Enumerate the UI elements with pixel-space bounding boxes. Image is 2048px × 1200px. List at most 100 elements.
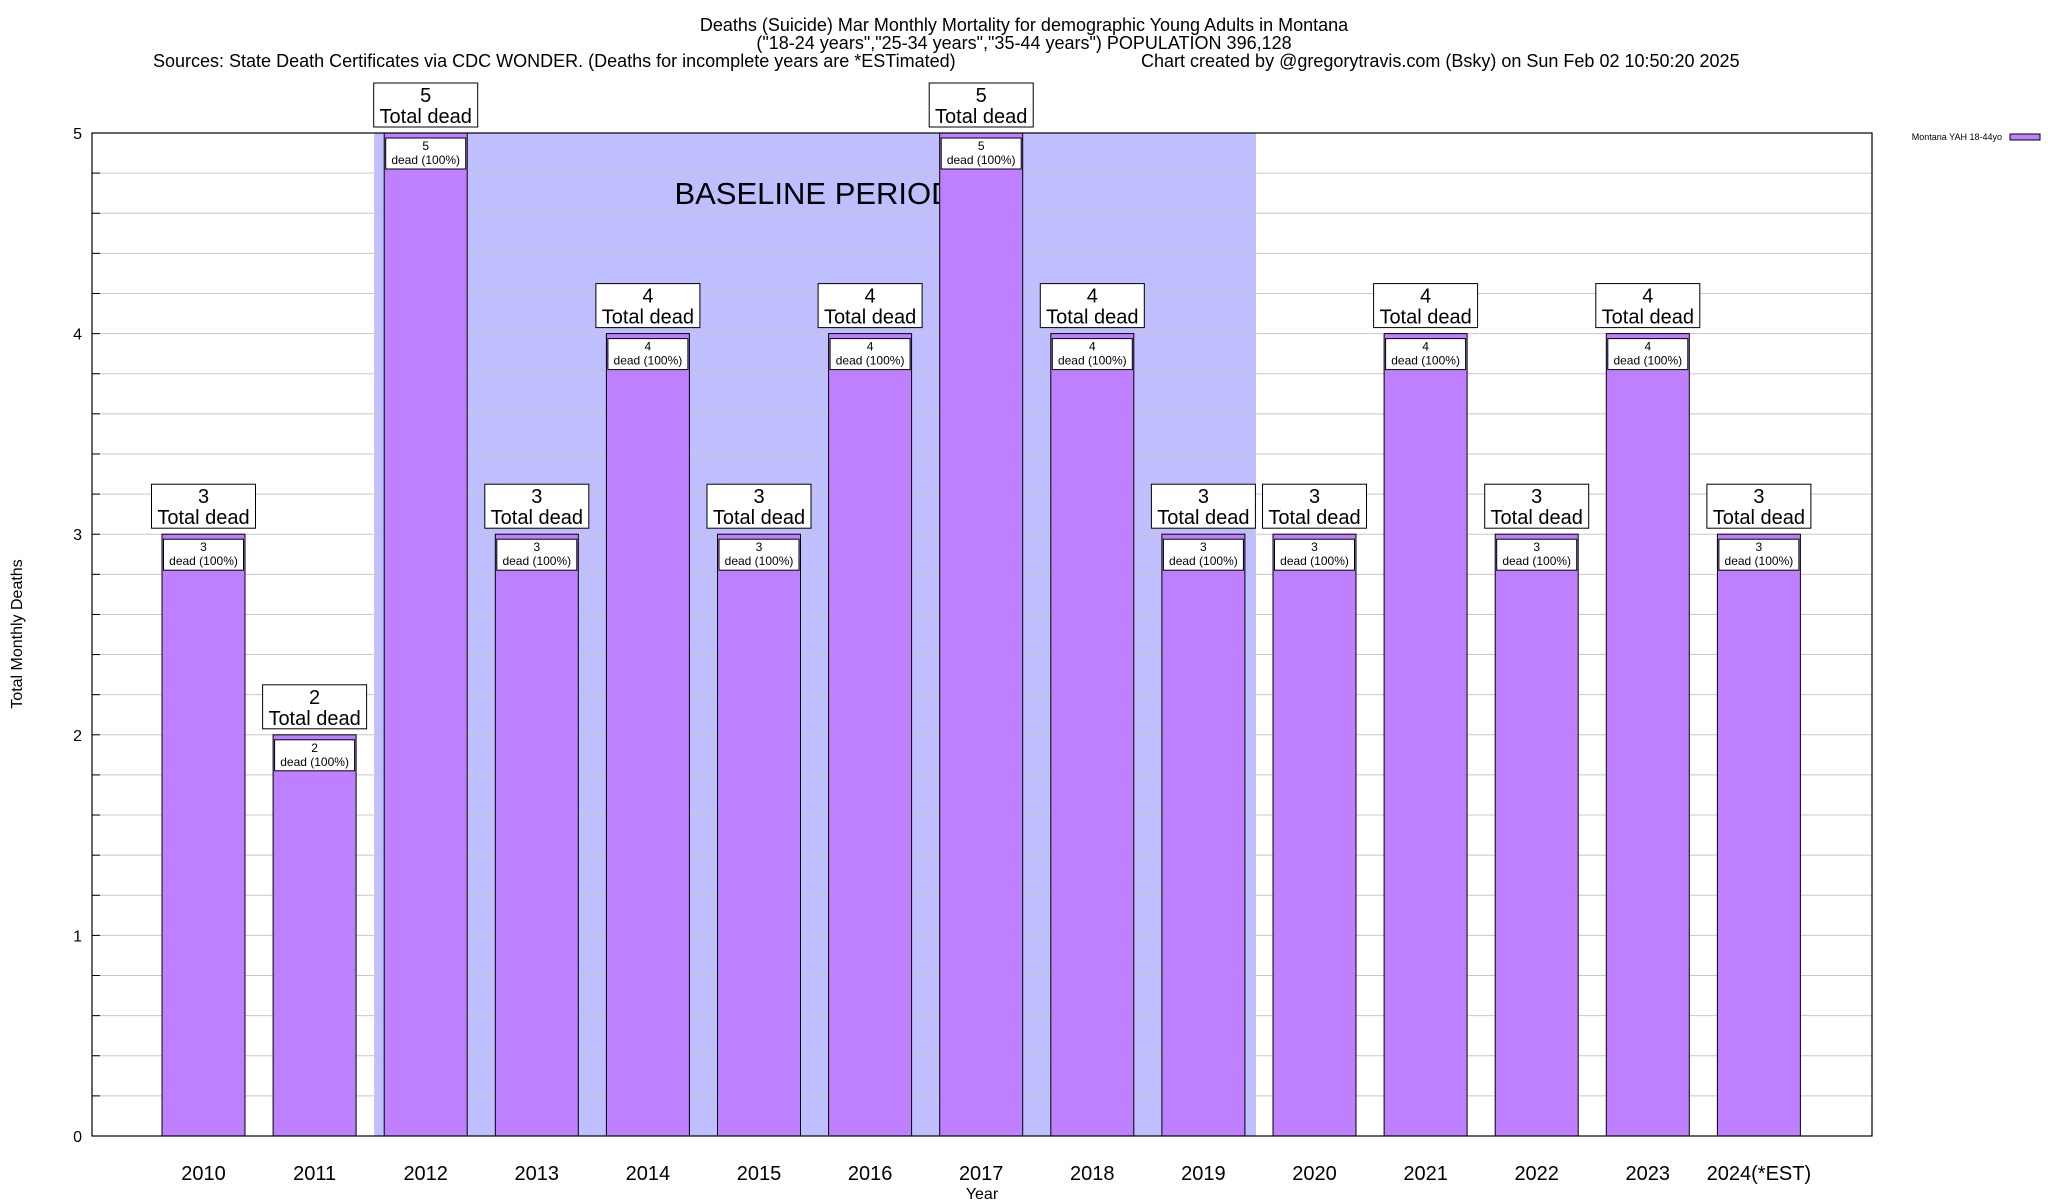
inner-label-count: 4 (867, 340, 874, 354)
inner-label-text: dead (100%) (169, 554, 238, 568)
inner-label-count: 3 (533, 540, 540, 554)
total-label-count: 3 (1531, 486, 1542, 508)
total-label-box (595, 283, 701, 329)
inner-label-text: dead (100%) (1169, 554, 1238, 568)
bar-2020 (1272, 533, 1357, 1137)
total-label-text: Total dead (268, 708, 360, 730)
inner-label-count: 5 (422, 139, 429, 153)
inner-label-count: 4 (645, 340, 652, 354)
legend-label: Montana YAH 18-44yo (1912, 132, 2002, 142)
inner-label-text: dead (100%) (836, 354, 905, 368)
total-label-count: 5 (420, 85, 431, 107)
inner-label-text: dead (100%) (1725, 554, 1794, 568)
inner-label-count: 3 (1200, 540, 1207, 554)
total-label-box (262, 684, 368, 730)
total-label-box (1595, 283, 1701, 329)
total-label-count: 4 (1087, 286, 1098, 308)
bar-2015 (717, 533, 801, 1137)
total-label-box (706, 483, 812, 529)
inner-label-box (829, 338, 911, 371)
y-tick-label: 4 (73, 327, 82, 344)
y-tick-label: 1 (73, 928, 82, 945)
x-tick-label: 2015 (737, 1163, 782, 1185)
x-tick-label: 2018 (1070, 1163, 1115, 1185)
x-tick-label: 2024(*EST) (1707, 1163, 1812, 1185)
plot-frame (91, 132, 1873, 1137)
x-axis-label: Year (966, 1186, 999, 1200)
baseline-label: BASELINE PERIOD (674, 176, 953, 211)
bar-2014 (605, 333, 690, 1137)
total-label-box (1262, 483, 1367, 529)
total-label-box (1150, 483, 1256, 529)
total-label-box (1484, 483, 1590, 529)
total-label-text: Total dead (1268, 507, 1360, 529)
x-tick-label: 2013 (515, 1163, 560, 1185)
x-tick-label: 2019 (1181, 1163, 1226, 1185)
inner-label-text: dead (100%) (280, 755, 349, 769)
inner-label-count: 3 (1756, 540, 1763, 554)
total-label-count: 5 (976, 85, 987, 107)
total-label-text: Total dead (713, 507, 805, 529)
bar-2018 (1050, 333, 1135, 1137)
total-label-count: 3 (1198, 486, 1209, 508)
total-label-count: 4 (642, 286, 653, 308)
total-label-box (373, 82, 479, 128)
bar-2013 (494, 533, 579, 1137)
total-label-text: Total dead (1602, 307, 1694, 329)
total-label-box (151, 483, 256, 529)
inner-label-text: dead (100%) (725, 554, 794, 568)
legend-swatch (2009, 133, 2041, 141)
total-label-count: 4 (865, 286, 876, 308)
total-label-box (817, 283, 923, 329)
total-label-text: Total dead (157, 507, 249, 529)
total-label-box (484, 483, 590, 529)
y-tick-label: 0 (73, 1129, 82, 1146)
y-tick-label: 2 (73, 728, 82, 745)
bar-2016 (828, 333, 913, 1137)
sources-text: Sources: State Death Certificates via CD… (153, 51, 956, 71)
total-label-count: 3 (531, 486, 542, 508)
total-label-text: Total dead (1379, 307, 1471, 329)
bar-2011 (272, 734, 357, 1137)
total-label-text: Total dead (1713, 507, 1805, 529)
bar-2019 (1161, 533, 1246, 1137)
x-tick-label: 2022 (1514, 1163, 1559, 1185)
total-label-text: Total dead (935, 106, 1027, 128)
inner-label-count: 3 (1533, 540, 1540, 554)
bar-2023 (1605, 333, 1690, 1137)
inner-label-count: 4 (1422, 340, 1429, 354)
total-label-count: 4 (1642, 286, 1653, 308)
total-label-box (1373, 283, 1479, 329)
inner-label-text: dead (100%) (1058, 354, 1127, 368)
bar-2010 (161, 533, 246, 1137)
total-label-count: 3 (198, 486, 209, 508)
total-label-text: Total dead (1046, 307, 1138, 329)
inner-label-box (1718, 538, 1800, 571)
total-label-count: 3 (753, 486, 764, 508)
inner-label-text: dead (100%) (614, 354, 683, 368)
y-axis-label: Total Monthly Deaths (9, 559, 26, 708)
inner-label-box (1051, 338, 1133, 371)
inner-label-count: 4 (1644, 340, 1651, 354)
inner-label-box (1607, 338, 1689, 371)
total-label-text: Total dead (1491, 507, 1583, 529)
inner-label-count: 3 (756, 540, 763, 554)
inner-label-box (1162, 538, 1244, 571)
x-tick-label: 2012 (403, 1163, 448, 1185)
bar-2022 (1494, 533, 1579, 1137)
total-label-text: Total dead (1157, 507, 1249, 529)
bar-2017 (939, 132, 1024, 1137)
inner-label-box (496, 538, 578, 571)
inner-label-box (1274, 538, 1355, 571)
inner-label-count: 4 (1089, 340, 1096, 354)
total-label-text: Total dead (824, 307, 916, 329)
inner-label-box (940, 137, 1022, 170)
inner-label-text: dead (100%) (1391, 354, 1460, 368)
x-tick-label: 2017 (959, 1163, 1004, 1185)
inner-label-text: dead (100%) (947, 153, 1016, 167)
inner-label-text: dead (100%) (1280, 554, 1349, 568)
inner-label-count: 3 (1311, 540, 1318, 554)
inner-label-box (607, 338, 689, 371)
bar-2024(*EST) (1716, 533, 1801, 1137)
